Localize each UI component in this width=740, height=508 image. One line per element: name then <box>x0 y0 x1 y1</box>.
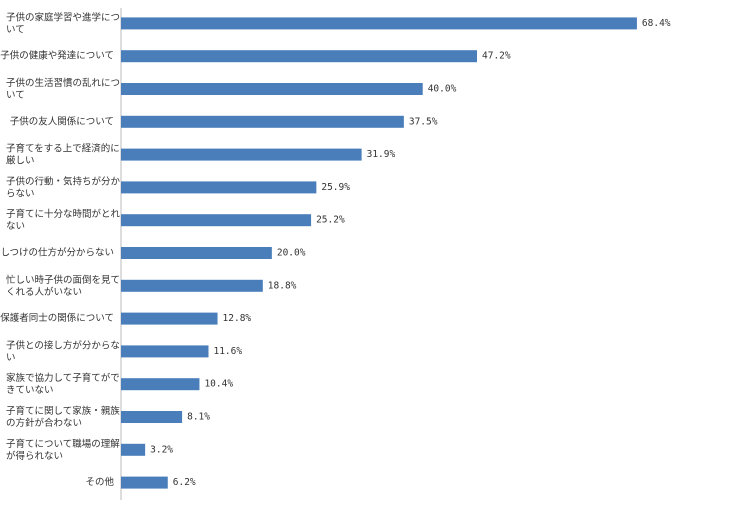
value-label: 3.2% <box>150 444 173 455</box>
value-label: 40.0% <box>428 84 457 95</box>
bar <box>121 247 272 259</box>
category-label: 忙しい時子供の面倒を見てくれる人がいない <box>6 273 120 297</box>
value-label: 10.4% <box>204 379 233 390</box>
category-label: 子供の生活習慣の乱れについて <box>6 77 120 101</box>
bar <box>121 476 168 489</box>
bar <box>121 83 423 95</box>
bar <box>121 148 362 161</box>
value-label: 25.9% <box>321 182 350 193</box>
bar <box>121 378 200 391</box>
category-label: 子供の行動・気持ちが分からない <box>6 175 121 199</box>
category-label: 子育てについて職場の理解が得られない <box>6 437 120 461</box>
category-label: 子供の健康や発達について <box>0 50 114 62</box>
value-label: 68.4% <box>642 18 671 29</box>
bar <box>121 214 312 227</box>
category-label: 子供の家庭学習や進学について <box>6 11 120 35</box>
value-label: 8.1% <box>187 412 210 423</box>
bar <box>121 50 478 63</box>
bar <box>121 443 146 456</box>
category-label: 子供の友人関係について <box>10 115 114 127</box>
value-label: 18.8% <box>268 280 297 291</box>
category-label: 保護者同士の関係について <box>0 312 114 324</box>
value-label: 11.6% <box>213 346 242 357</box>
value-label: 6.2% <box>173 477 196 488</box>
value-label: 20.0% <box>277 248 306 259</box>
category-label: 子育てをする上で経済的に厳しい <box>6 142 120 166</box>
value-label: 37.5% <box>409 116 438 127</box>
category-label: 子育てに関して家族・親族の方針が合わない <box>6 405 120 429</box>
value-label: 47.2% <box>482 51 511 62</box>
bar <box>121 181 317 194</box>
category-label: その他 <box>85 476 114 488</box>
value-label: 25.2% <box>316 215 345 226</box>
category-label: 子供との接し方が分からない <box>6 339 120 363</box>
value-label: 31.9% <box>367 149 396 160</box>
bar <box>121 17 637 30</box>
bar <box>121 115 404 128</box>
bar <box>121 312 218 325</box>
bar <box>121 345 209 358</box>
value-label: 12.8% <box>223 313 252 324</box>
bar <box>121 279 263 292</box>
bar <box>121 411 183 423</box>
category-label: しつけの仕方が分からない <box>1 247 114 259</box>
category-label: 子育てに十分な時間がとれない <box>6 208 121 232</box>
category-label: 家族で協力して子育てができていない <box>6 372 120 396</box>
